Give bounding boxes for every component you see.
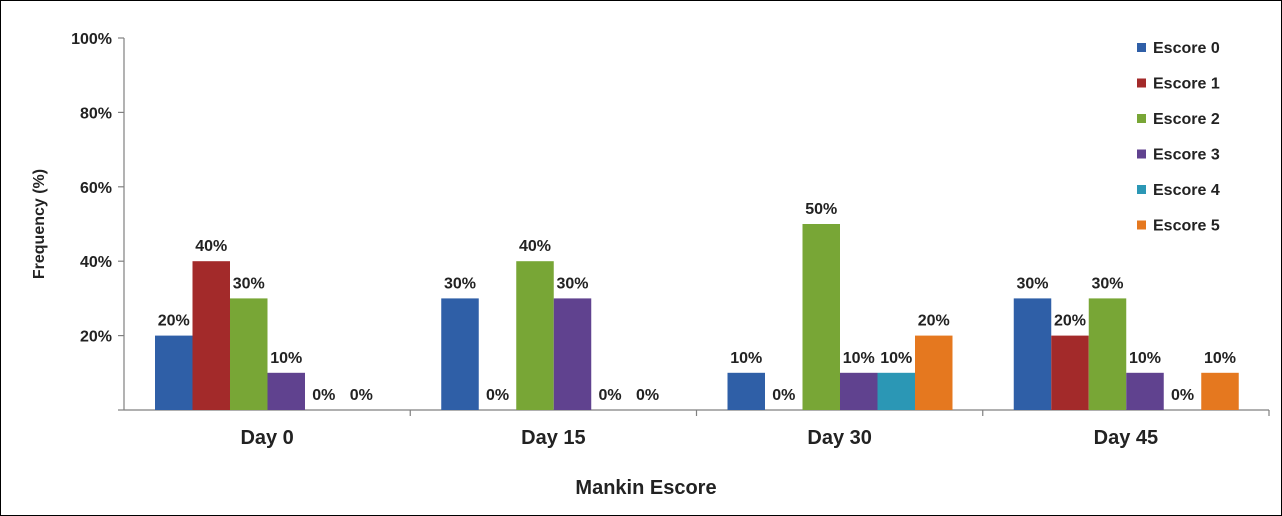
y-tick-label: 100% bbox=[71, 31, 112, 48]
y-axis-title: Frequency (%) bbox=[31, 169, 48, 279]
data-label: 10% bbox=[880, 350, 912, 367]
data-label: 30% bbox=[444, 275, 476, 292]
bar bbox=[441, 298, 479, 410]
bar bbox=[155, 335, 193, 410]
x-axis-title: Mankin Escore bbox=[575, 477, 716, 499]
data-label: 20% bbox=[158, 313, 190, 330]
bar bbox=[727, 372, 765, 410]
bar bbox=[877, 372, 915, 410]
data-label: 0% bbox=[312, 387, 335, 404]
bar bbox=[230, 298, 268, 410]
data-label: 30% bbox=[1016, 275, 1048, 292]
data-label: 30% bbox=[1091, 275, 1123, 292]
legend-entry-label: Escore 2 bbox=[1153, 111, 1220, 128]
data-label: 40% bbox=[519, 238, 551, 255]
bar bbox=[1088, 298, 1127, 410]
bar bbox=[553, 298, 592, 410]
data-label: 0% bbox=[350, 387, 373, 404]
legend-entry-label: Escore 3 bbox=[1153, 147, 1220, 164]
legend-swatch bbox=[1137, 43, 1146, 52]
bar bbox=[1013, 298, 1052, 410]
bar bbox=[1201, 372, 1239, 410]
data-label: 10% bbox=[843, 350, 875, 367]
y-tick-label: 40% bbox=[80, 254, 112, 271]
chart-legend: Escore 0 Escore 1 Escore 2 Escore 3 Escore 4… bbox=[1137, 40, 1220, 235]
data-label: 20% bbox=[918, 313, 950, 330]
legend-swatch bbox=[1137, 78, 1146, 88]
data-label: 0% bbox=[598, 387, 621, 404]
bar bbox=[1051, 335, 1089, 410]
y-tick-label: 80% bbox=[80, 105, 112, 122]
y-tick-label: 60% bbox=[80, 180, 112, 197]
data-label: 30% bbox=[556, 275, 588, 292]
data-label: 0% bbox=[486, 387, 509, 404]
bar bbox=[1126, 372, 1164, 410]
data-label: 0% bbox=[1171, 387, 1194, 404]
legend-swatch bbox=[1137, 185, 1146, 194]
bar bbox=[267, 372, 305, 410]
data-label: 0% bbox=[636, 387, 659, 404]
data-label: 10% bbox=[1204, 350, 1236, 367]
bar bbox=[192, 261, 230, 410]
bar bbox=[915, 335, 953, 410]
data-label: 0% bbox=[772, 387, 795, 404]
data-label: 20% bbox=[1054, 313, 1086, 330]
legend-swatch bbox=[1137, 220, 1146, 230]
x-category-label: Day 0 bbox=[240, 427, 293, 449]
x-category-label: Day 15 bbox=[521, 427, 586, 449]
bar bbox=[840, 372, 878, 410]
bar bbox=[802, 224, 840, 410]
chart-data-labels: 20% 40% 30% 10% 0% 0% 30% 0% 40% 30% 0% 0% 10% 0% 50% 1… bbox=[158, 201, 1236, 404]
y-tick-label: 20% bbox=[80, 329, 112, 346]
chart-axes: 100% 80% 60% 40% 20% Day 0 Day 15 Day 30 Day 45 bbox=[71, 31, 1270, 449]
legend-entry-label: Escore 4 bbox=[1153, 182, 1220, 199]
chart-bars bbox=[155, 224, 1239, 410]
legend-entry-label: Escore 5 bbox=[1153, 218, 1220, 235]
data-label: 50% bbox=[805, 201, 837, 218]
data-label: 40% bbox=[195, 238, 227, 255]
legend-swatch bbox=[1137, 114, 1146, 123]
data-label: 10% bbox=[270, 350, 302, 367]
data-label: 10% bbox=[1129, 350, 1161, 367]
legend-entry-label: Escore 0 bbox=[1153, 40, 1220, 57]
data-label: 10% bbox=[730, 350, 762, 367]
legend-entry-label: Escore 1 bbox=[1153, 76, 1220, 93]
x-category-label: Day 30 bbox=[807, 427, 872, 449]
data-label: 30% bbox=[233, 275, 265, 292]
x-category-label: Day 45 bbox=[1094, 427, 1159, 449]
legend-swatch bbox=[1137, 149, 1146, 159]
bar bbox=[516, 261, 554, 410]
